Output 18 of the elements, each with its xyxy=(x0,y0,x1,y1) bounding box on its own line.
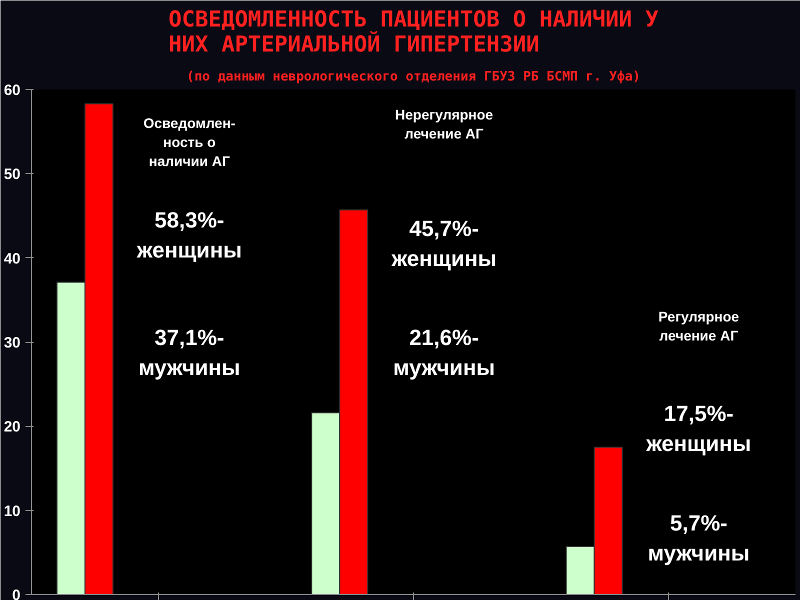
annotation: 45,7%- женщины xyxy=(390,216,497,271)
y-tick-label: 0 xyxy=(12,587,20,600)
y-tick-label: 20 xyxy=(4,418,21,436)
annotation: 37,1%- мужчины xyxy=(138,325,240,380)
annotation: Регулярное лечение АГ xyxy=(658,308,740,344)
y-tick-label: 60 xyxy=(4,82,21,99)
y-tick-label: 40 xyxy=(4,250,21,268)
annotation: 17,5%- женщины xyxy=(645,400,752,456)
y-tick-label: 50 xyxy=(4,166,21,184)
chart-title: ОСВЕДОМЛЕННОСТЬ ПАЦИЕНТОВ О НАЛИЧИИ У НИХ АРТЕРИАЛЬНОЙ ГИПЕРТЕНЗИИ xyxy=(168,8,659,58)
y-tick-label: 10 xyxy=(4,502,21,520)
chart-subtitle: (по данным неврологического отделения ГБУЗ РБ БСМП г. Уфа) xyxy=(186,70,640,84)
y-tick-label: 30 xyxy=(4,334,21,352)
annotation: Осведомлен- ность о наличии АГ xyxy=(143,114,236,170)
annotation: Нерегулярное лечение АГ xyxy=(395,106,494,142)
annotation: 21,6%- мужчины xyxy=(393,325,496,380)
annotation: 58,3%- женщины xyxy=(136,207,242,262)
annotation: 5,7%- мужчины xyxy=(648,510,750,566)
